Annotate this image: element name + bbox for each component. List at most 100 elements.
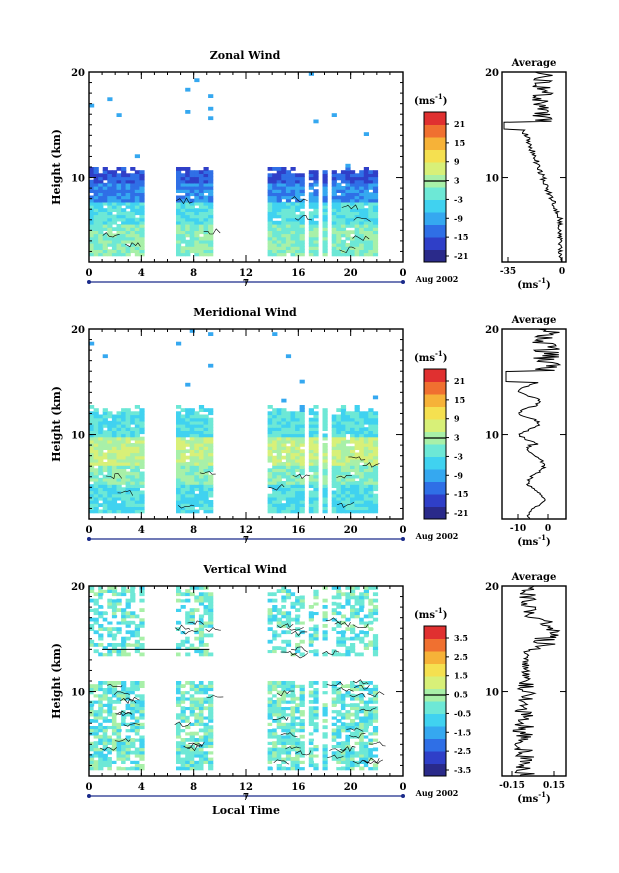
heatmap-cell xyxy=(331,170,337,174)
heatmap-cell xyxy=(208,709,214,714)
heatmap-cell xyxy=(350,411,356,416)
heatmap-cell xyxy=(313,763,319,768)
heatmap-cell xyxy=(139,731,145,736)
heatmap-cell xyxy=(295,753,301,758)
heatmap-cell xyxy=(194,246,200,250)
heatmap-cell xyxy=(198,465,205,469)
heatmap-cell xyxy=(93,763,99,768)
heatmap-cell xyxy=(121,246,127,250)
heatmap-cell xyxy=(368,620,374,625)
heatmap-cell xyxy=(281,465,287,469)
heatmap-cell xyxy=(359,424,365,428)
heatmap-cell xyxy=(176,731,182,736)
heatmap-cell xyxy=(189,703,195,707)
heatmap-cell xyxy=(272,176,278,181)
heatmap-cell xyxy=(272,687,278,692)
month-label: Aug 2002 xyxy=(415,274,459,284)
heatmap-cell xyxy=(194,414,200,419)
heatmap-cell xyxy=(189,586,195,590)
heatmap-cell xyxy=(121,608,127,612)
heatmap-cell xyxy=(93,224,99,228)
heatmap-cell xyxy=(125,636,131,641)
heatmap-cell xyxy=(134,709,140,714)
heatmap-cell xyxy=(102,443,108,447)
heatmap-cell xyxy=(139,496,145,501)
heatmap-cell xyxy=(203,484,209,488)
colorbar-tick-label: -3.5 xyxy=(454,765,471,775)
heatmap-cell xyxy=(208,230,214,235)
heatmap-cell xyxy=(272,446,278,450)
heatmap-cell xyxy=(272,506,278,511)
heatmap-cell xyxy=(116,436,122,441)
heatmap-cell xyxy=(322,481,328,485)
heatmap-cell xyxy=(331,681,337,685)
heatmap-cell xyxy=(285,589,292,593)
heatmap-cell xyxy=(139,636,145,641)
heatmap-cell xyxy=(299,465,305,469)
heatmap-cell xyxy=(111,706,118,711)
heatmap-cell xyxy=(290,176,296,181)
heatmap-cell xyxy=(107,747,113,752)
heatmap-cell xyxy=(180,249,186,254)
heatmap-cell xyxy=(176,484,182,488)
heatmap-cell xyxy=(336,233,342,238)
heatmap-cell xyxy=(276,617,282,622)
contour-line xyxy=(362,462,380,468)
heatmap-cell xyxy=(208,506,214,511)
heatmap-cell xyxy=(308,649,314,654)
heatmap-cell xyxy=(130,189,136,193)
heatmap-cell xyxy=(340,249,347,254)
heatmap-cell xyxy=(299,706,305,711)
heatmap-cell xyxy=(313,611,319,616)
colorbar-swatch xyxy=(424,187,446,200)
heatmap-cell xyxy=(350,506,356,511)
heatmap-cell xyxy=(295,506,301,511)
heatmap-cell xyxy=(350,490,356,495)
heatmap-cell xyxy=(290,414,296,419)
heatmap-cell xyxy=(295,617,301,622)
heatmap-cell xyxy=(130,211,136,216)
heatmap-cell xyxy=(281,639,287,644)
heatmap-cell xyxy=(340,725,347,730)
heatmap-cell xyxy=(121,763,127,768)
heatmap-cell xyxy=(98,684,104,688)
heatmap-cell xyxy=(363,500,369,504)
heatmap-cell xyxy=(267,201,273,206)
heatmap-cell xyxy=(372,481,379,485)
heatmap-cell xyxy=(134,614,140,619)
heatmap-cell xyxy=(313,458,319,463)
heatmap-cell xyxy=(102,684,108,688)
heatmap-cell xyxy=(198,753,205,758)
heatmap-cell xyxy=(331,500,337,504)
heatmap-cell xyxy=(102,417,108,422)
heatmap-cell xyxy=(281,249,287,254)
heatmap-cell xyxy=(276,198,282,203)
heatmap-cell xyxy=(208,700,214,704)
heatmap-cell xyxy=(340,496,347,501)
month-label: Aug 2002 xyxy=(415,788,459,798)
heatmap-cell xyxy=(102,227,108,231)
heatmap-cell xyxy=(359,747,365,752)
heatmap-cell xyxy=(322,186,328,190)
heatmap-cell xyxy=(272,734,278,739)
heatmap-cell xyxy=(130,208,136,212)
heatmap-cell xyxy=(125,601,131,606)
heatmap-cell xyxy=(299,468,305,473)
heatmap-cell xyxy=(89,608,95,612)
heatmap-cell xyxy=(89,179,95,184)
heatmap-cell xyxy=(121,452,127,457)
heatmap-cell xyxy=(176,760,182,764)
heatmap-cell xyxy=(176,468,182,473)
profile-x-label-sup: -1 xyxy=(538,533,546,542)
heatmap-cell xyxy=(359,208,365,212)
heatmap-cell xyxy=(313,220,319,225)
heatmap-cell xyxy=(290,741,296,745)
heatmap-cell xyxy=(368,173,374,178)
heatmap-cell xyxy=(185,509,191,514)
heatmap-cell xyxy=(276,509,282,514)
heatmap-cell xyxy=(313,589,319,593)
heatmap-cell xyxy=(176,246,182,250)
heatmap-cell xyxy=(276,249,282,254)
heatmap-cell xyxy=(322,414,328,419)
heatmap-cell xyxy=(336,224,342,228)
